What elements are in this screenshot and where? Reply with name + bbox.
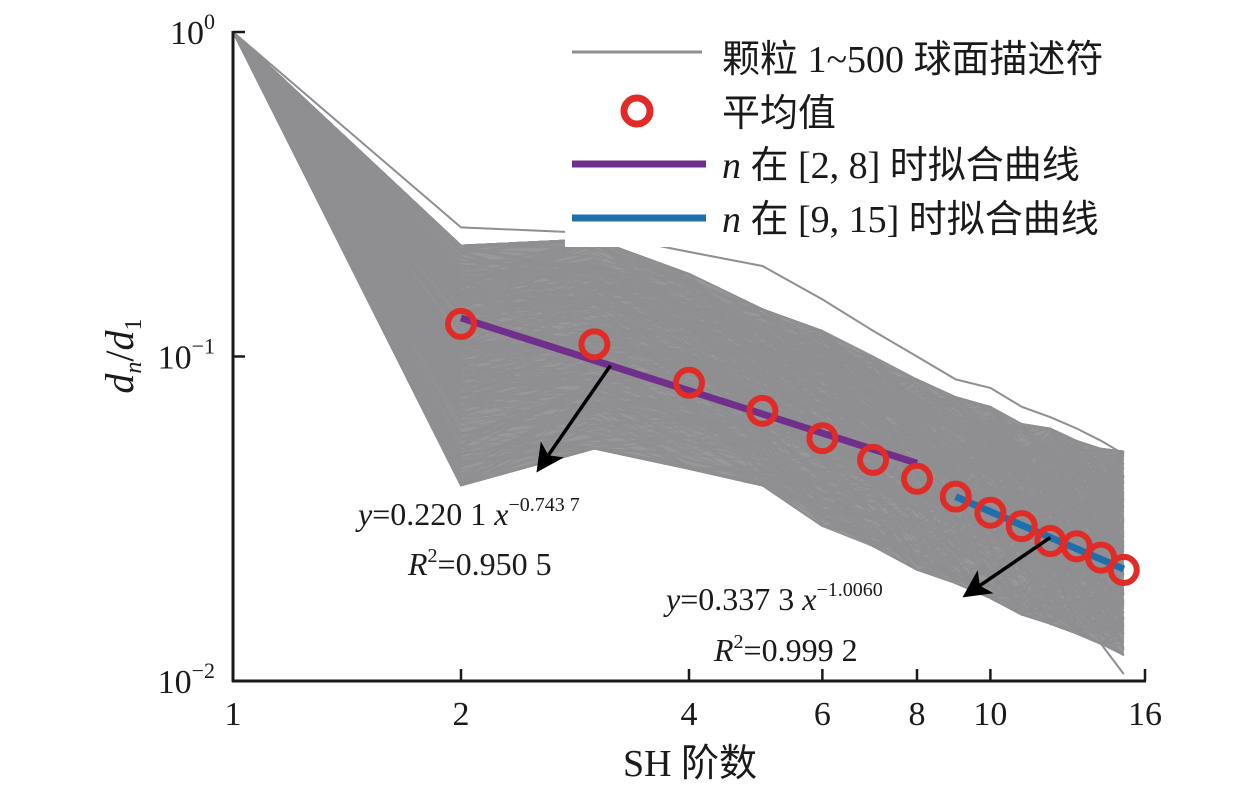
fit-1-r2-val: =0.950 5 (438, 546, 552, 582)
x-tick-label: 4 (681, 696, 698, 733)
particle-line-outlier (232, 31, 1125, 675)
legend-label-fit-2-8-n: n (722, 145, 741, 187)
x-tick-label: 2 (453, 696, 470, 733)
y-label-sub-1: 1 (121, 318, 147, 330)
x-tick-label: 8 (909, 696, 926, 733)
x-tick-label: 16 (1128, 696, 1162, 733)
mean-marker (974, 496, 1007, 529)
fit-2-r2-sup: 2 (734, 631, 744, 653)
mean-marker (746, 394, 779, 427)
fit-2-r2-R: R (713, 632, 734, 668)
particle-lines (232, 31, 1125, 675)
mean-marker (939, 480, 972, 513)
particle-line (232, 31, 1124, 632)
particle-line (232, 31, 1125, 499)
annotation-arrow-1 (536, 364, 612, 473)
legend-swatch-mean (620, 94, 654, 128)
particle-line (232, 31, 1125, 556)
y-ticks: 100 10−1 10−2 (158, 9, 245, 701)
y-tick-label: 10−1 (158, 334, 215, 377)
particle-line (232, 31, 1124, 476)
legend-label-fit-9-15-rest: 在 [9, 15] 时拟合曲线 (741, 199, 1099, 241)
fit-1-equation: y=0.220 1 x−0.743 7 (355, 494, 580, 532)
particle-line (232, 31, 1125, 588)
particle-line (232, 31, 1125, 484)
fit-1-r2-R: R (407, 546, 428, 582)
mean-marker (445, 307, 477, 340)
x-tick-label: 6 (814, 696, 831, 733)
particle-line (232, 31, 1125, 590)
particle-line (232, 31, 1125, 550)
particle-line (232, 31, 1124, 629)
fit-annotation-2: y=0.337 3 x−1.0060 R2=0.999 2 (663, 579, 883, 668)
legend-label-mean: 平均值 (722, 93, 836, 135)
fit-1-r2: R2=0.950 5 (407, 545, 552, 582)
mean-marker (901, 462, 933, 495)
fit-2-eq-exp: −1.0060 (816, 579, 882, 601)
fit-1-eq-y: y (355, 496, 373, 532)
legend-item-fit-9-15: n 在 [9, 15] 时拟合曲线 (572, 199, 1099, 241)
particle-line (232, 31, 1124, 494)
fit-2-eq-body: =0.337 3 (680, 581, 802, 617)
y-label-sub-n: n (121, 362, 147, 374)
x-tick-label: 10 (973, 696, 1007, 733)
particle-line (232, 31, 1125, 539)
particle-line (232, 31, 1125, 644)
particle-line (232, 31, 1124, 550)
mean-marker (673, 366, 705, 399)
particle-line (232, 31, 1125, 558)
mean-marker (578, 328, 611, 361)
mean-marker (1005, 510, 1038, 543)
legend-item-particles: 颗粒 1~500 球面描述符 (572, 39, 1104, 81)
particle-line (232, 31, 1125, 634)
fit-2-equation: y=0.337 3 x−1.0060 (663, 579, 883, 617)
fit-1-eq-x: x (493, 496, 508, 532)
legend-label-particles: 颗粒 1~500 球面描述符 (722, 39, 1104, 81)
x-tick-label: 1 (225, 696, 242, 733)
fit-2-eq-x: x (801, 581, 816, 617)
y-label-slash: / (97, 350, 142, 362)
annotation-arrow-2 (962, 536, 1052, 598)
legend-label-fit-9-15: n 在 [9, 15] 时拟合曲线 (722, 199, 1099, 241)
mean-marker (1107, 553, 1140, 586)
mean-marker (857, 443, 890, 476)
legend-item-mean: 平均值 (620, 93, 836, 135)
annotation-arrows (536, 364, 1052, 598)
y-label-d: d (97, 373, 142, 394)
legend-label-fit-9-15-n: n (722, 199, 741, 241)
fit-2-r2: R2=0.999 2 (713, 631, 858, 668)
legend-label-fit-2-8-rest: 在 [2, 8] 时拟合曲线 (741, 145, 1080, 187)
particle-line (232, 31, 1125, 637)
y-label-d1: d (97, 329, 142, 350)
particle-line (232, 31, 1125, 513)
x-ticks: 1 2 4 6 8 10 16 (225, 669, 1162, 733)
fit-line-1 (459, 314, 919, 467)
y-tick-label: 100 (170, 9, 215, 52)
y-axis-label: dn/d1 (97, 318, 147, 393)
legend-label-fit-2-8: n 在 [2, 8] 时拟合曲线 (722, 145, 1080, 187)
legend: 颗粒 1~500 球面描述符 平均值 n 在 [2, 8] 时拟合曲线 n 在 … (565, 22, 1150, 247)
fit-1-eq-exp: −0.743 7 (508, 494, 579, 516)
fit-2-r2-val: =0.999 2 (744, 632, 858, 668)
fit-2-eq-y: y (663, 581, 681, 617)
y-tick-label: 10−2 (158, 658, 215, 701)
particle-line (232, 31, 1125, 595)
fit-1-eq-body: =0.220 1 (372, 496, 494, 532)
fit-1-r2-sup: 2 (428, 545, 438, 567)
legend-background (565, 22, 1150, 247)
particle-line (232, 31, 1125, 492)
fit-annotation-1: y=0.220 1 x−0.743 7 R2=0.950 5 (355, 494, 580, 582)
particle-line (232, 31, 1125, 560)
x-axis-label: SH 阶数 (623, 743, 757, 785)
mean-marker (806, 422, 839, 455)
legend-item-fit-2-8: n 在 [2, 8] 时拟合曲线 (572, 145, 1080, 187)
particle-line (232, 31, 1125, 540)
mean-markers (445, 307, 1140, 586)
mean-marker (1060, 530, 1093, 563)
